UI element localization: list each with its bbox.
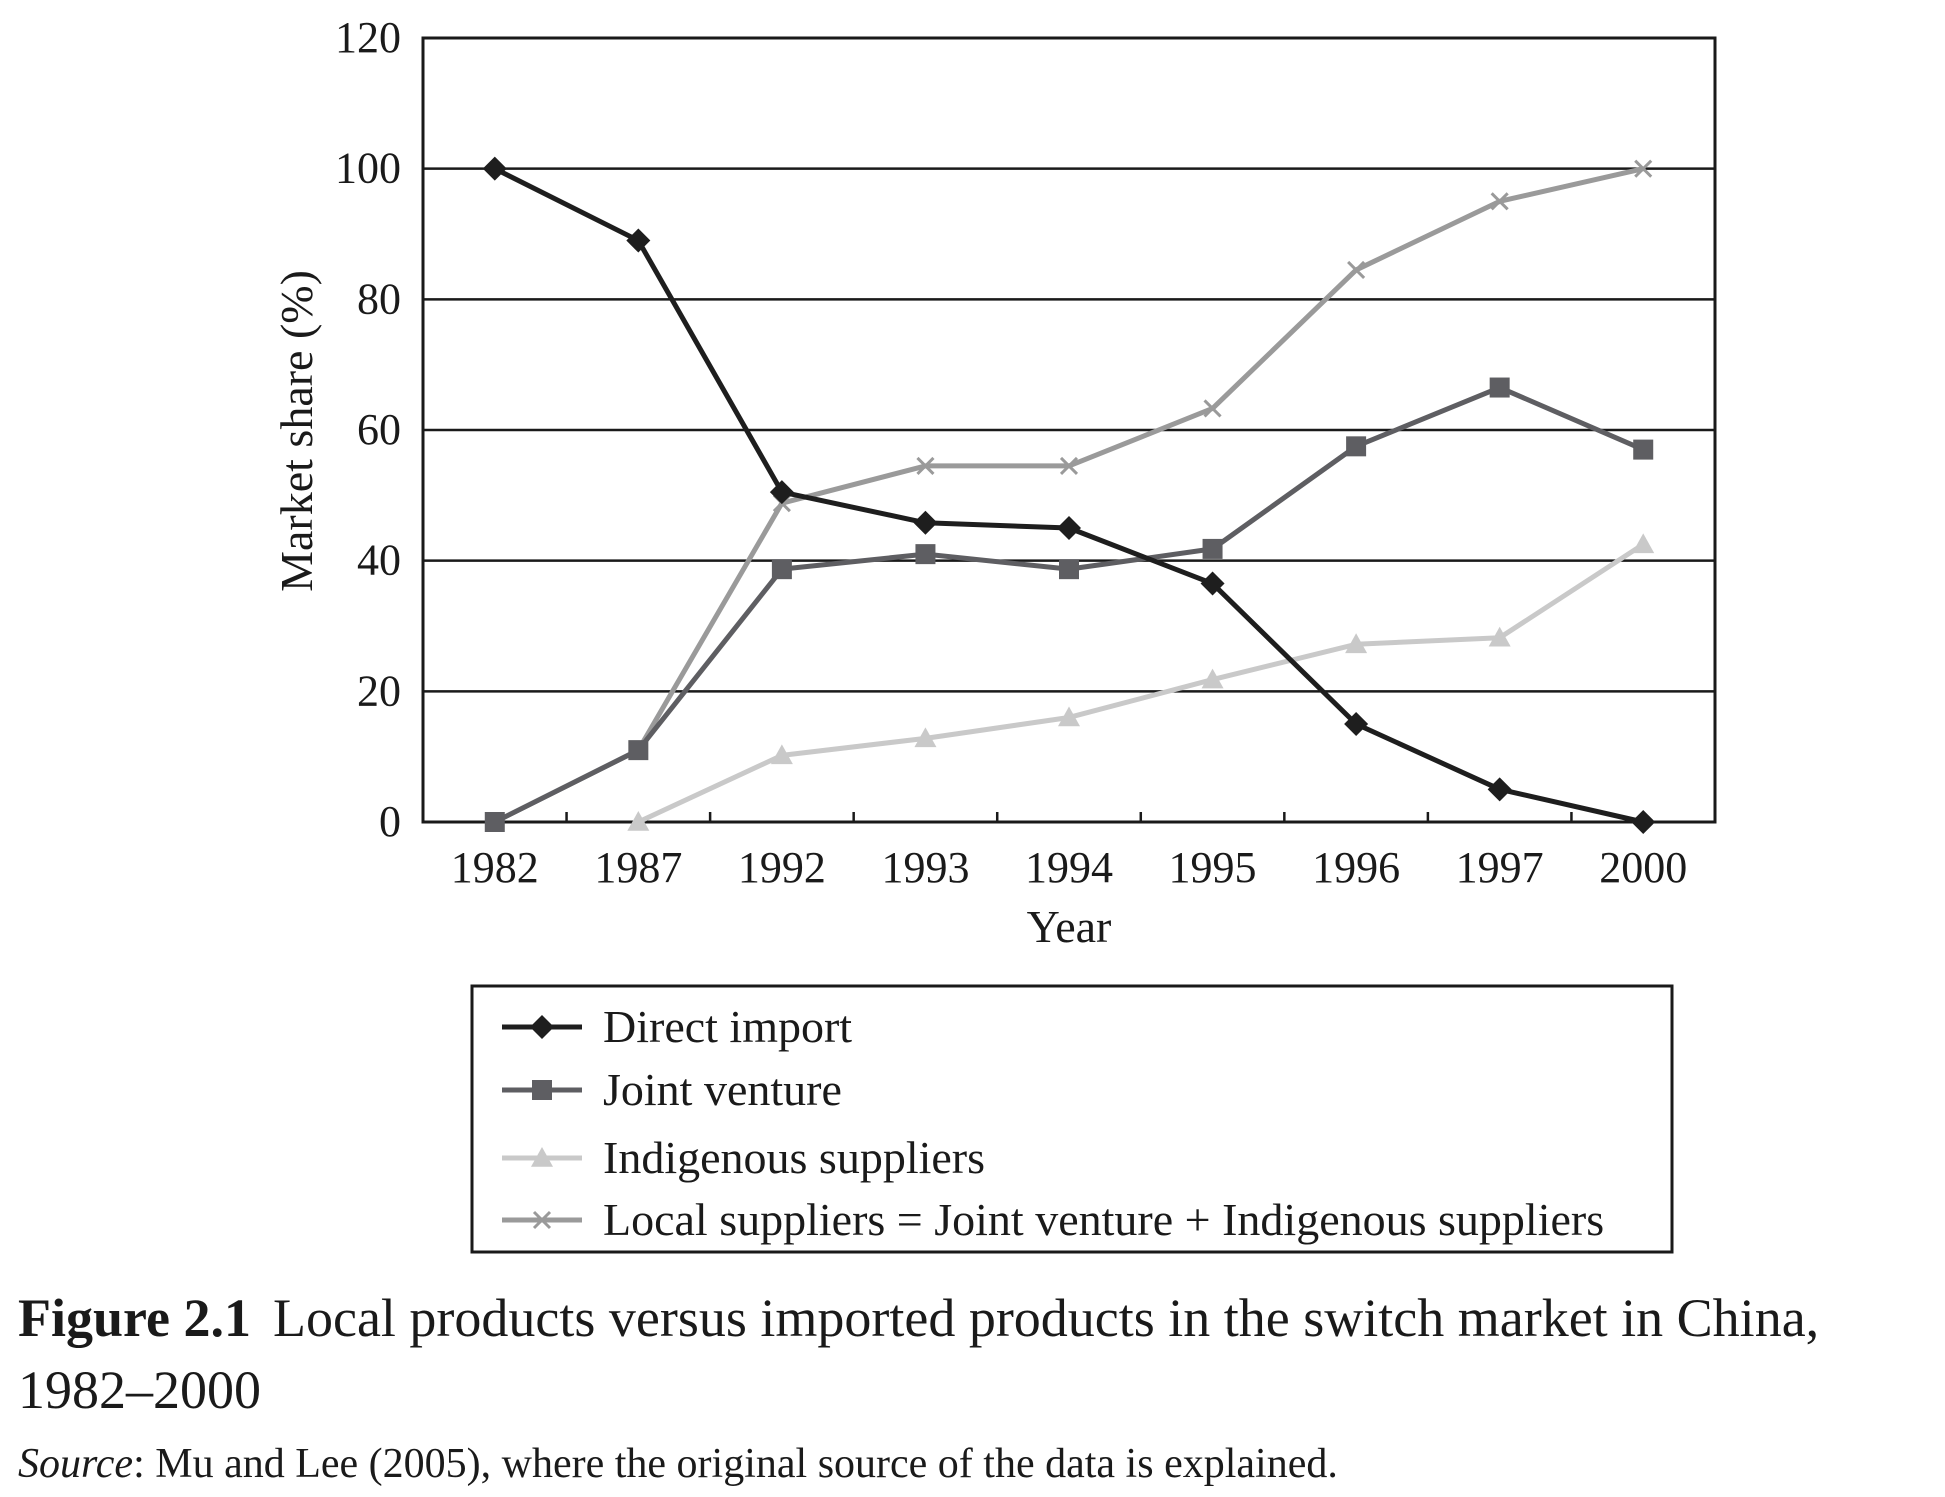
data-point bbox=[1344, 712, 1369, 736]
x-tick-label: 1992 bbox=[738, 843, 826, 892]
data-point bbox=[1633, 439, 1654, 460]
data-point bbox=[913, 510, 938, 535]
x-tick-label: 1996 bbox=[1312, 843, 1400, 892]
legend-marker bbox=[531, 1147, 553, 1167]
data-point bbox=[1347, 260, 1366, 279]
figure-caption-text: Local products versus imported products … bbox=[18, 1288, 1820, 1420]
series-line bbox=[493, 385, 1645, 825]
data-point bbox=[1488, 626, 1511, 647]
legend-box bbox=[470, 984, 1674, 1254]
x-tick-label: 1987 bbox=[594, 843, 682, 892]
data-point bbox=[1201, 668, 1224, 689]
plot-frame bbox=[421, 36, 1717, 824]
x-tick-label: 1994 bbox=[1025, 843, 1113, 892]
legend-marker bbox=[532, 1080, 552, 1100]
data-point bbox=[1631, 810, 1656, 834]
legend-label: Direct import bbox=[603, 1001, 852, 1052]
data-point bbox=[1489, 377, 1510, 398]
legend-marker bbox=[532, 1210, 552, 1230]
data-point bbox=[914, 727, 937, 748]
figure-label: Figure 2.1 bbox=[18, 1288, 251, 1348]
data-point bbox=[1202, 538, 1223, 559]
y-axis-tick-labels: 0 20 40 60 80 100 120 bbox=[335, 13, 401, 846]
legend-item: Indigenous suppliers bbox=[502, 1132, 985, 1183]
data-point bbox=[915, 544, 936, 565]
data-point bbox=[769, 480, 794, 505]
legend-item: Direct import bbox=[502, 1001, 852, 1052]
series-triangle bbox=[627, 533, 1655, 831]
data-point bbox=[770, 744, 793, 765]
legend-item: Joint venture bbox=[502, 1064, 842, 1115]
data-point bbox=[1634, 159, 1653, 178]
data-point bbox=[1059, 456, 1079, 475]
source-text: : Mu and Lee (2005), where the original … bbox=[133, 1441, 1338, 1487]
legend-label: Local suppliers = Joint venture + Indige… bbox=[603, 1194, 1604, 1245]
legend-label: Indigenous suppliers bbox=[603, 1132, 985, 1183]
line-chart: 0 20 40 60 80 100 120 1982 1987 1992 1993 1994 1995… bbox=[271, 13, 1717, 1254]
data-point bbox=[1059, 559, 1079, 580]
x-axis-title: Year bbox=[1027, 901, 1112, 952]
data-point bbox=[482, 156, 507, 181]
x-axis-tick-labels: 1982 1987 1992 1993 1994 1995 1996 1997 2000 bbox=[451, 843, 1687, 892]
y-tick-label: 40 bbox=[357, 536, 401, 585]
x-tick-label: 1993 bbox=[881, 843, 969, 892]
x-tick-label: 2000 bbox=[1599, 843, 1687, 892]
data-point bbox=[1058, 706, 1080, 727]
data-point bbox=[1490, 192, 1509, 211]
y-tick-label: 20 bbox=[357, 666, 401, 715]
x-tick-label: 1995 bbox=[1169, 843, 1257, 892]
data-point bbox=[1346, 436, 1367, 457]
series-x bbox=[485, 159, 1653, 832]
data-point bbox=[1487, 777, 1512, 802]
source-label: Source bbox=[18, 1441, 134, 1487]
grid-lines bbox=[423, 167, 1715, 693]
data-point bbox=[1203, 399, 1222, 418]
data-point bbox=[1057, 516, 1081, 540]
y-axis-title: Market share (%) bbox=[271, 270, 322, 592]
y-tick-label: 120 bbox=[335, 13, 401, 62]
data-point bbox=[1632, 533, 1655, 554]
data-point bbox=[628, 740, 649, 761]
source-note: Source: Mu and Lee (2005), where the ori… bbox=[18, 1440, 1338, 1488]
y-tick-label: 80 bbox=[357, 274, 401, 323]
data-point bbox=[627, 811, 650, 831]
legend-item: Local suppliers = Joint venture + Indige… bbox=[502, 1194, 1604, 1245]
data-point bbox=[1345, 633, 1368, 654]
y-tick-label: 0 bbox=[379, 797, 401, 846]
legend-label: Joint venture bbox=[603, 1064, 842, 1115]
legend-marker bbox=[530, 1015, 554, 1039]
data-point bbox=[484, 812, 505, 832]
legend: Direct import Joint venture Indigenous sup… bbox=[470, 984, 1674, 1254]
series-layer bbox=[482, 156, 1656, 834]
x-tick-label: 1982 bbox=[451, 843, 539, 892]
y-tick-label: 60 bbox=[357, 405, 401, 454]
figure-caption: Figure 2.1 Local products versus imported… bbox=[18, 1282, 1928, 1426]
series-line bbox=[637, 542, 1645, 825]
x-tick-label: 1997 bbox=[1456, 843, 1544, 892]
x-axis-ticks bbox=[565, 812, 1573, 822]
series-square bbox=[484, 377, 1654, 832]
data-point bbox=[1200, 571, 1225, 596]
y-tick-label: 100 bbox=[335, 144, 401, 193]
data-point bbox=[771, 559, 792, 580]
data-point bbox=[916, 456, 935, 475]
series-diamond bbox=[482, 156, 1656, 834]
data-point bbox=[626, 228, 651, 253]
